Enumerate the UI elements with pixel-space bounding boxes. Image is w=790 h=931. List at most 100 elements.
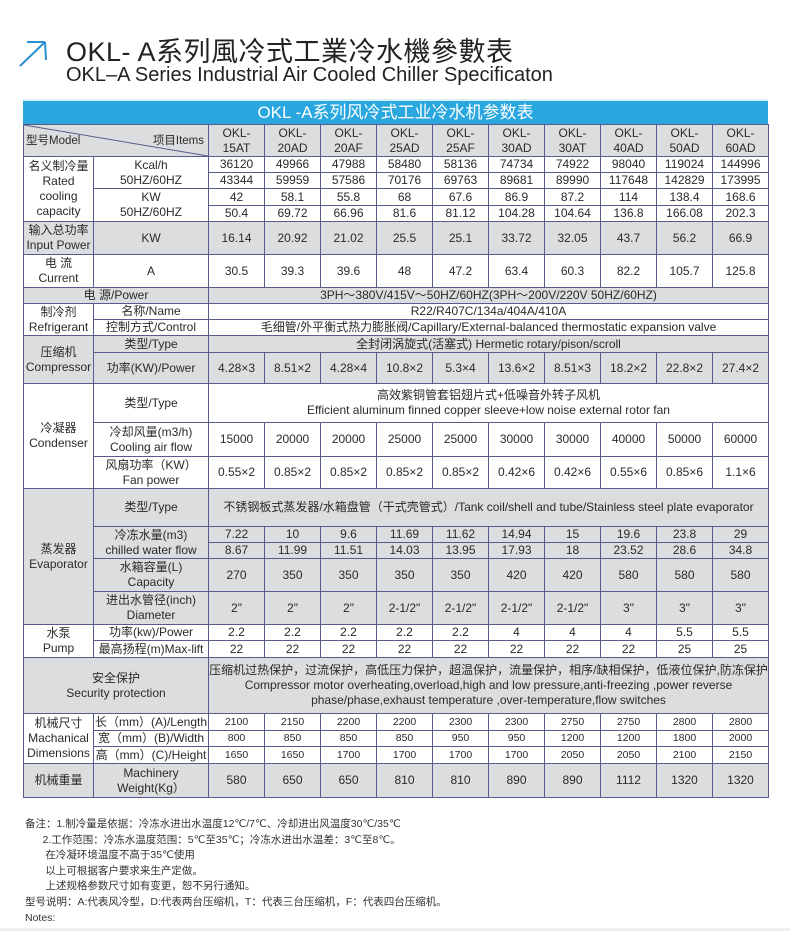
dimensions-row: 宽（mm）(B)/Width 800 850 850 850 950 950 1200 1200… [24, 730, 769, 747]
refrigerant-label: 制冷剂 Refrigerant [23, 303, 94, 336]
cell: 25.5 [376, 221, 433, 255]
cell: 950 [432, 730, 489, 747]
cell: 0.85×2 [432, 456, 489, 489]
evaporator-type: 不锈钢板式蒸发器/水箱盘管（干式壳管式）/Tank coil/shell and… [208, 488, 769, 527]
page-subtitle: OKL–A Series Industrial Air Cooled Chill… [66, 64, 553, 86]
cell: 27.4×2 [712, 352, 769, 384]
cell: 2100 [656, 746, 713, 764]
cell: 2-1/2" [488, 591, 545, 625]
refrigerant-row: 制冷剂 Refrigerant 名称/Name R22/R407C/134a/404… [23, 303, 769, 336]
dimensions-row: 高（mm）(C)/Height 1650 1650 1700 1700 1700 1700 2… [24, 746, 769, 764]
kcal-label: Kcal/h 50HZ/60HZ [93, 156, 209, 189]
cell: 3" [712, 591, 769, 625]
cell: 1320 [712, 763, 769, 798]
current-label: 电 流 Current [23, 254, 94, 288]
cell: 2750 [600, 713, 657, 731]
cell: 117648 [600, 172, 657, 189]
cell: 40000 [600, 422, 657, 457]
cell: 2.2 [208, 624, 265, 641]
cell: 1200 [600, 730, 657, 747]
cell: 8.67 [208, 542, 265, 559]
power-supply-row: 电 源/Power 3PH～380V/415V～50HZ/60HZ(3PH～200… [23, 287, 769, 304]
cell: 28.6 [656, 542, 713, 559]
cell: 22 [488, 640, 545, 658]
model-header: OKL- 30AT [544, 124, 601, 157]
cell: 350 [320, 558, 377, 592]
cell: 580 [600, 558, 657, 592]
cell: 39.6 [320, 254, 377, 288]
cell: 2.2 [320, 624, 377, 641]
cell: 2050 [600, 746, 657, 764]
note-line: 上述规格参数尺寸如有变更，恕不另行通知。 [25, 880, 256, 893]
cell: 15000 [208, 422, 265, 457]
cell: 22 [208, 640, 265, 658]
cell: 34.8 [712, 542, 769, 559]
cell: 2050 [544, 746, 601, 764]
sub-label: 宽（mm）(B)/Width [93, 730, 209, 747]
cell: 2-1/2" [432, 591, 489, 625]
cell: 168.6 [712, 188, 769, 206]
sub-label: 功率(kw)/Power [93, 624, 209, 641]
cell: 57586 [320, 172, 377, 189]
cell: 2800 [656, 713, 713, 731]
cell: 20.92 [264, 221, 321, 255]
cell: 650 [264, 763, 321, 798]
rated-row: 50.4 69.72 66.96 81.6 81.12 104.28 104.64 136.8… [24, 205, 769, 222]
cell: 950 [488, 730, 545, 747]
model-header: OKL- 25AD [376, 124, 433, 157]
note-line: 备注：1.制冷量是依据：冷冻水进出水温度12℃/7℃、冷却进出风温度30℃/35… [25, 818, 401, 830]
sub-label: 风扇功率（KW） Fan power [93, 456, 209, 489]
condenser-row: 风扇功率（KW） Fan power 0.55×2 0.85×2 0.85×2 0.85… [24, 456, 769, 489]
dimensions-row: 机械尺寸 Machanical Dimensions 长（mm）(A)/Lengt… [23, 713, 769, 764]
cell: 2.2 [264, 624, 321, 641]
sub-label: 长（mm）(A)/Length [93, 713, 209, 731]
model-header: OKL- 25AF [432, 124, 489, 157]
cell: 16.14 [208, 221, 265, 255]
cell: 4 [488, 624, 545, 641]
items-label: 项目Items [152, 135, 204, 147]
cell: 25 [712, 640, 769, 658]
cell: 98040 [600, 156, 657, 173]
model-header: OKL- 20AD [264, 124, 321, 157]
model-header: OKL- 40AD [600, 124, 657, 157]
cell: 350 [432, 558, 489, 592]
cell: 2200 [376, 713, 433, 731]
pump-label: 水泵 Pump [23, 624, 94, 658]
cell: 15 [544, 526, 601, 543]
cell: 23.52 [600, 542, 657, 559]
cell: 43.7 [600, 221, 657, 255]
cell: 74922 [544, 156, 601, 173]
cell: 104.28 [488, 205, 545, 222]
cell: 69763 [432, 172, 489, 189]
cell: 850 [264, 730, 321, 747]
sub-label: 冷冻水量(m3) chilled water flow [93, 526, 209, 559]
note-line: Notes: [25, 911, 56, 924]
cell: 58136 [432, 156, 489, 173]
cell: 2.2 [376, 624, 433, 641]
cell: 105.7 [656, 254, 713, 288]
evaporator-row: 进出水管径(inch) Diameter 2" 2" 2" 2-1/2" 2-1/2" 2-… [24, 591, 769, 625]
cell: 30000 [488, 422, 545, 457]
cell: 0.85×2 [264, 456, 321, 489]
cell: 11.51 [320, 542, 377, 559]
cell: 2150 [264, 713, 321, 731]
evaporator-row: 水箱容量(L) Capacity 270 350 350 350 350 420 420 580… [24, 558, 769, 592]
cell: 810 [376, 763, 433, 798]
header-corner: 型号Model 项目Items [23, 124, 209, 157]
security-row: 安全保护 Security protection 压缩机过热保护，过流保护，高低压… [23, 657, 769, 714]
power-supply-value: 3PH～380V/415V～50HZ/60HZ(3PH～200V/220V 50… [208, 287, 769, 304]
cell: 2150 [712, 746, 769, 764]
cell: 1.1×6 [712, 456, 769, 489]
cell: 4.28×4 [320, 352, 377, 384]
cell: 580 [712, 558, 769, 592]
pump-row: 最高扬程(m)Max-lift 22 22 22 22 22 22 22 22 25 25 [24, 640, 769, 658]
cell: 2-1/2" [544, 591, 601, 625]
current-row: 电 流 Current A 30.5 39.3 39.6 48 47.2 63.4 60.3 82… [23, 254, 769, 288]
cell: 10 [264, 526, 321, 543]
cell: 22 [376, 640, 433, 658]
cell: 11.62 [432, 526, 489, 543]
sub-label: 水箱容量(L) Capacity [93, 558, 209, 592]
cell: 14.03 [376, 542, 433, 559]
sub-label: Machinery Weight(Kg） [93, 763, 209, 798]
cell: 19.6 [600, 526, 657, 543]
